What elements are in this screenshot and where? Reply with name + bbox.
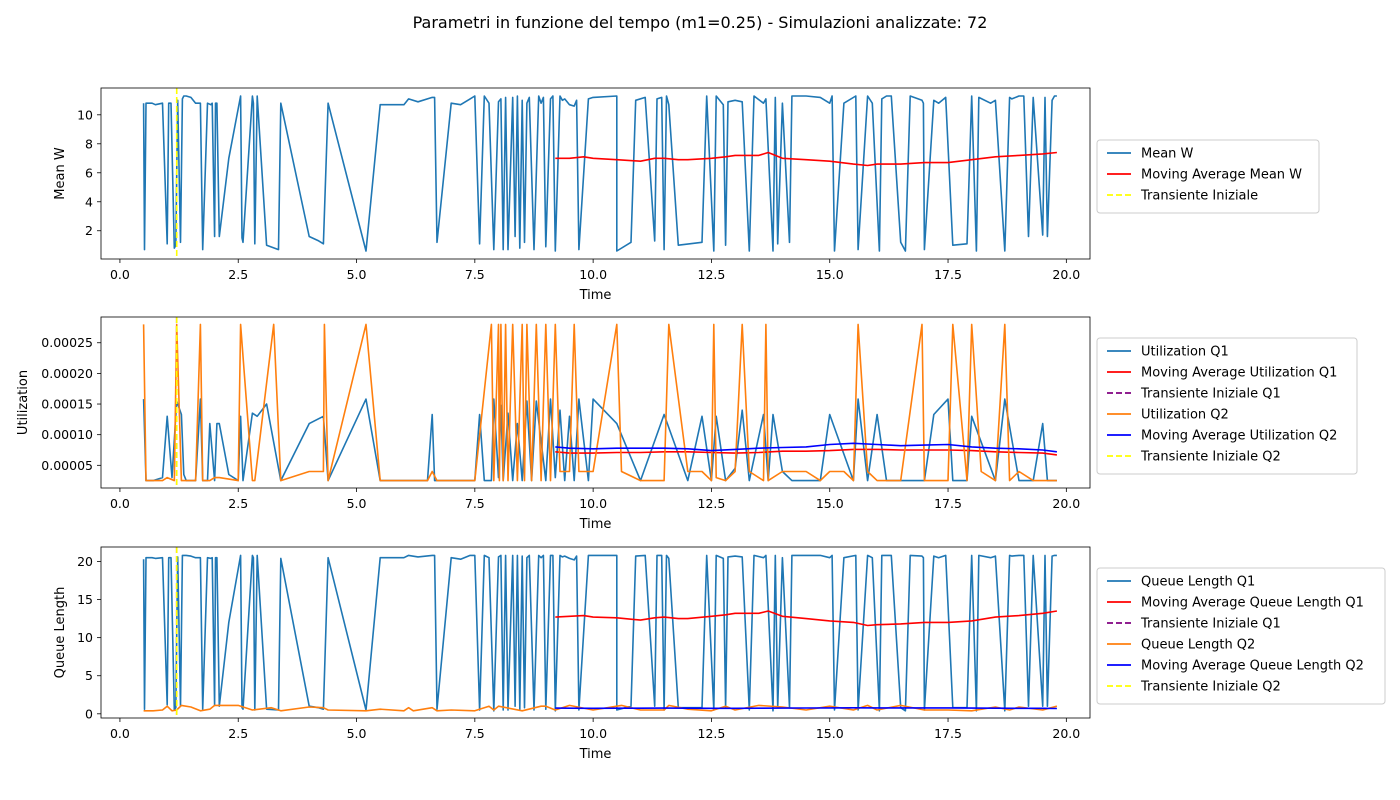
x-tick-label: 10.0 bbox=[579, 496, 607, 511]
x-tick-label: 2.5 bbox=[228, 496, 248, 511]
y-axis-label: Queue Length bbox=[53, 587, 68, 679]
plot-area bbox=[142, 547, 1058, 718]
y-tick-label: 0.00005 bbox=[41, 458, 93, 473]
x-tick-label: 7.5 bbox=[465, 726, 485, 741]
x-tick-label: 15.0 bbox=[816, 267, 844, 282]
legend-label: Utilization Q2 bbox=[1141, 408, 1229, 423]
x-tick-label: 2.5 bbox=[228, 267, 248, 282]
x-axis-label: Time bbox=[579, 288, 612, 303]
legend-label: Utilization Q1 bbox=[1141, 345, 1229, 360]
x-tick-label: 7.5 bbox=[465, 267, 485, 282]
x-tick-label: 20.0 bbox=[1052, 496, 1080, 511]
legend-label: Transiente Iniziale Q1 bbox=[1140, 617, 1281, 632]
series-line bbox=[142, 95, 1057, 252]
x-tick-label: 5.0 bbox=[347, 267, 367, 282]
legend-label: Moving Average Mean W bbox=[1141, 168, 1302, 183]
series-line bbox=[142, 554, 1057, 712]
plot-area bbox=[142, 88, 1057, 259]
y-tick-label: 0.00020 bbox=[41, 366, 93, 381]
y-tick-label: 4 bbox=[85, 194, 93, 209]
legend-label: Queue Length Q2 bbox=[1141, 638, 1255, 653]
axes-frame bbox=[100, 546, 1091, 719]
legend-label: Transiente Iniziale bbox=[1140, 189, 1258, 204]
legend: Utilization Q1 Moving Average Utilization… bbox=[1096, 337, 1358, 475]
x-axis-label: Time bbox=[579, 747, 612, 762]
axes-frame bbox=[100, 316, 1091, 489]
subplot-2: 0.0 2.5 5.0 7.5 10.0 12.5 15.0 17.5 20.0 0.00005 0… bbox=[16, 316, 1358, 532]
x-tick-label: 0.0 bbox=[110, 726, 130, 741]
x-tick-label: 12.5 bbox=[698, 496, 726, 511]
axes-frame bbox=[100, 87, 1091, 260]
legend: Mean W Moving Average Mean W Transiente In… bbox=[1096, 139, 1320, 214]
x-tick-label: 2.5 bbox=[228, 726, 248, 741]
legend-box bbox=[1096, 139, 1320, 214]
x-tick-label: 10.0 bbox=[579, 726, 607, 741]
subplot-3: 0.0 2.5 5.0 7.5 10.0 12.5 15.0 17.5 20.0 0 5 10 15 20… bbox=[53, 546, 1386, 762]
y-tick-label: 10 bbox=[77, 630, 93, 645]
series-line bbox=[142, 398, 1057, 482]
y-tick-label: 6 bbox=[85, 165, 93, 180]
y-tick-label: 0 bbox=[85, 706, 93, 721]
legend-box bbox=[1096, 567, 1386, 705]
legend-label: Transiente Iniziale Q2 bbox=[1140, 680, 1281, 695]
y-axis-label: Mean W bbox=[53, 147, 68, 200]
x-tick-label: 7.5 bbox=[465, 496, 485, 511]
x-tick-label: 17.5 bbox=[934, 726, 962, 741]
x-tick-label: 20.0 bbox=[1052, 267, 1080, 282]
series-line bbox=[142, 323, 1057, 482]
legend-label: Transiente Iniziale Q2 bbox=[1140, 450, 1281, 465]
x-tick-label: 15.0 bbox=[816, 496, 844, 511]
series-line bbox=[555, 442, 1058, 453]
series-line bbox=[143, 704, 1058, 712]
legend-label: Queue Length Q1 bbox=[1141, 575, 1255, 590]
legend-label: Moving Average Utilization Q1 bbox=[1141, 366, 1337, 381]
y-tick-label: 15 bbox=[77, 592, 93, 607]
x-tick-label: 0.0 bbox=[110, 267, 130, 282]
series-line bbox=[555, 707, 1057, 710]
x-tick-label: 12.5 bbox=[698, 267, 726, 282]
legend-label: Moving Average Queue Length Q1 bbox=[1141, 596, 1364, 611]
legend-label: Mean W bbox=[1141, 147, 1194, 162]
x-tick-label: 5.0 bbox=[347, 496, 367, 511]
y-tick-label: 20 bbox=[77, 554, 93, 569]
legend-label: Moving Average Queue Length Q2 bbox=[1141, 659, 1364, 674]
legend-label: Moving Average Utilization Q2 bbox=[1141, 429, 1337, 444]
y-tick-label: 5 bbox=[85, 668, 93, 683]
y-tick-label: 0.00025 bbox=[41, 335, 93, 350]
series-line bbox=[555, 610, 1058, 627]
legend-box bbox=[1096, 337, 1358, 475]
legend: Queue Length Q1 Moving Average Queue Leng… bbox=[1096, 567, 1386, 705]
y-tick-label: 10 bbox=[77, 107, 93, 122]
y-tick-label: 0.00015 bbox=[41, 397, 93, 412]
y-tick-label: 0.00010 bbox=[41, 427, 93, 442]
x-tick-label: 20.0 bbox=[1052, 726, 1080, 741]
x-tick-label: 17.5 bbox=[934, 496, 962, 511]
x-tick-label: 0.0 bbox=[110, 496, 130, 511]
y-tick-label: 8 bbox=[85, 136, 93, 151]
plot-area bbox=[142, 317, 1058, 488]
y-tick-label: 2 bbox=[85, 223, 93, 238]
x-tick-label: 5.0 bbox=[347, 726, 367, 741]
subplot-1: 0.0 2.5 5.0 7.5 10.0 12.5 15.0 17.5 20.0 2 4 6 8 10 Ti… bbox=[53, 87, 1320, 303]
x-tick-label: 10.0 bbox=[579, 267, 607, 282]
series-line bbox=[555, 151, 1057, 167]
y-axis-label: Utilization bbox=[16, 370, 31, 435]
figure-title: Parametri in funzione del tempo (m1=0.25… bbox=[412, 13, 988, 32]
legend-label: Transiente Iniziale Q1 bbox=[1140, 387, 1281, 402]
series-line bbox=[555, 448, 1058, 456]
x-tick-label: 15.0 bbox=[816, 726, 844, 741]
x-tick-label: 17.5 bbox=[934, 267, 962, 282]
x-tick-label: 12.5 bbox=[698, 726, 726, 741]
x-axis-label: Time bbox=[579, 517, 612, 532]
